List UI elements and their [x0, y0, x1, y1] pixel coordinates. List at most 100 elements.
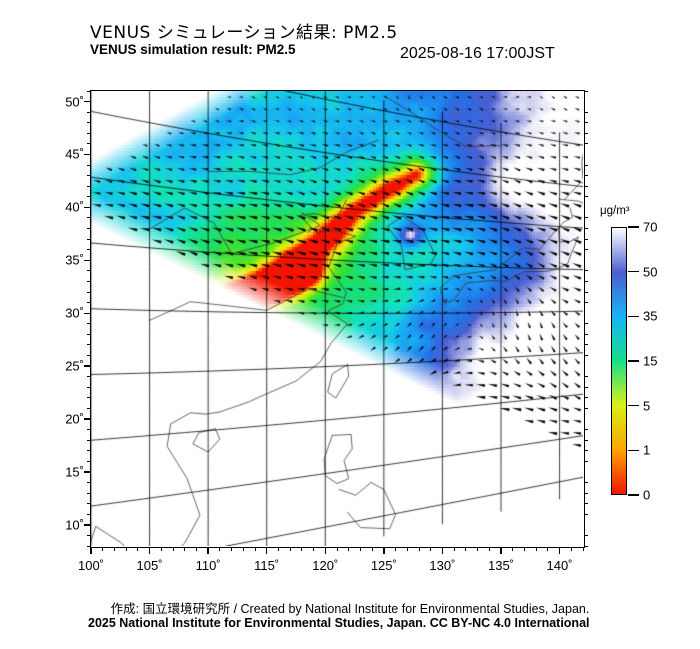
- x-axis-label: 125˚: [370, 558, 397, 573]
- x-axis-minor-tick: [582, 547, 584, 551]
- colorbar-tick-label: 35: [643, 308, 658, 324]
- y-axis-minor-tick: [87, 122, 91, 124]
- y-axis-minor-tick: [87, 397, 91, 399]
- y-axis-minor-tick-right: [584, 386, 588, 388]
- y-axis-minor-tick-right: [584, 534, 588, 536]
- y-axis-minor-tick: [87, 302, 91, 304]
- x-axis-minor-tick: [477, 547, 479, 551]
- x-axis-minor-tick: [371, 547, 373, 551]
- y-axis-minor-tick: [87, 143, 91, 145]
- y-axis-minor-tick: [87, 333, 91, 335]
- y-axis-tick: [84, 524, 91, 526]
- y-axis-minor-tick: [87, 111, 91, 113]
- x-axis-minor-tick: [395, 547, 397, 551]
- y-axis-minor-tick-right: [584, 407, 588, 409]
- x-axis-minor-tick: [125, 547, 127, 551]
- y-axis-minor-tick: [87, 217, 91, 219]
- x-axis-minor-tick: [465, 547, 467, 551]
- x-axis-minor-tick: [348, 547, 350, 551]
- x-axis-label: 100˚: [77, 558, 105, 573]
- colorbar-tick: [628, 449, 639, 452]
- x-axis-label: 110˚: [195, 558, 221, 573]
- x-axis-minor-tick: [172, 547, 174, 551]
- y-axis-minor-tick: [87, 270, 91, 272]
- y-axis-minor-tick: [87, 429, 91, 431]
- pm25-map-plot: [90, 90, 585, 548]
- y-axis-minor-tick: [87, 164, 91, 166]
- y-axis-minor-tick: [87, 228, 91, 230]
- y-axis-label: 25˚: [65, 358, 84, 374]
- x-axis-minor-tick: [336, 547, 338, 551]
- y-axis-minor-tick-right: [584, 228, 588, 230]
- colorbar-tick: [628, 226, 639, 228]
- y-axis-minor-tick-right: [584, 185, 588, 187]
- y-axis-minor-tick: [87, 323, 91, 325]
- y-axis-minor-tick: [87, 185, 91, 187]
- colorbar-tick-label: 0: [643, 487, 651, 503]
- x-axis-tick: [148, 547, 151, 554]
- x-axis-minor-tick: [523, 547, 525, 551]
- colorbar-tick: [628, 270, 639, 273]
- y-axis-minor-tick-right: [584, 132, 588, 134]
- y-axis-minor-tick: [87, 280, 91, 282]
- x-axis-tick: [558, 547, 561, 554]
- colorbar-tick: [628, 494, 639, 496]
- x-axis-minor-tick: [289, 547, 291, 551]
- y-axis-minor-tick-right: [584, 122, 588, 124]
- y-axis-tick: [84, 100, 91, 103]
- y-axis-label: 20˚: [65, 411, 84, 427]
- x-axis-minor-tick: [160, 547, 162, 551]
- x-axis-label: 105˚: [136, 558, 163, 573]
- y-axis-minor-tick-right: [584, 323, 588, 325]
- y-axis-tick: [84, 418, 91, 420]
- y-axis-minor-tick: [87, 344, 91, 346]
- y-axis-minor-tick-right: [584, 429, 588, 431]
- y-axis-label: 10˚: [65, 517, 84, 533]
- x-axis-label: 120˚: [312, 558, 339, 573]
- y-axis-minor-tick-right: [584, 196, 588, 198]
- y-axis-minor-tick-right: [584, 513, 588, 515]
- timestamp-label: 2025-08-16 17:00JST: [400, 45, 555, 62]
- x-axis-minor-tick: [418, 547, 420, 551]
- y-axis-minor-tick: [87, 460, 91, 462]
- y-axis-minor-tick: [87, 196, 91, 198]
- x-axis-minor-tick: [277, 547, 279, 551]
- y-axis-minor-tick: [87, 90, 91, 92]
- y-axis-tick: [84, 365, 91, 367]
- x-axis-minor-tick: [512, 547, 514, 551]
- y-axis-minor-tick-right: [584, 280, 588, 282]
- page-title-english: VENUS simulation result: PM2.5: [90, 42, 296, 57]
- y-axis-minor-tick-right: [584, 545, 588, 547]
- y-axis-minor-tick-right: [584, 460, 588, 462]
- y-axis-minor-tick-right: [584, 249, 588, 251]
- y-axis-minor-tick: [87, 407, 91, 409]
- x-axis-minor-tick: [301, 547, 303, 551]
- y-axis-tick: [84, 153, 91, 156]
- x-axis-minor-tick: [488, 547, 490, 551]
- y-axis-minor-tick-right: [584, 492, 588, 494]
- y-axis-minor-tick-right: [584, 217, 588, 219]
- x-axis-minor-tick: [406, 547, 408, 551]
- x-axis-tick: [90, 547, 92, 554]
- y-axis-minor-tick-right: [584, 111, 588, 113]
- y-axis-minor-tick: [87, 503, 91, 505]
- x-axis-label: 135˚: [487, 558, 515, 573]
- colorbar-tick-label: 1: [643, 442, 651, 458]
- x-axis-minor-tick: [219, 547, 221, 551]
- x-axis-minor-tick: [313, 547, 315, 551]
- y-axis-minor-tick-right: [584, 175, 588, 177]
- pm25-concentration-heatmap: [91, 91, 583, 546]
- y-axis-minor-tick: [87, 238, 91, 240]
- y-axis-minor-tick-right: [584, 344, 588, 346]
- y-axis-tick: [84, 471, 91, 473]
- y-axis-minor-tick-right: [584, 90, 588, 92]
- colorbar-tick-label: 50: [643, 264, 658, 280]
- colorbar: [611, 227, 627, 495]
- x-axis-minor-tick: [113, 547, 115, 551]
- y-axis-minor-tick: [87, 439, 91, 441]
- y-axis-minor-tick-right: [584, 439, 588, 441]
- y-axis-minor-tick-right: [584, 482, 588, 483]
- y-axis-tick: [84, 312, 91, 314]
- colorbar-tick-label: 70: [643, 219, 658, 235]
- y-axis-minor-tick: [87, 249, 91, 251]
